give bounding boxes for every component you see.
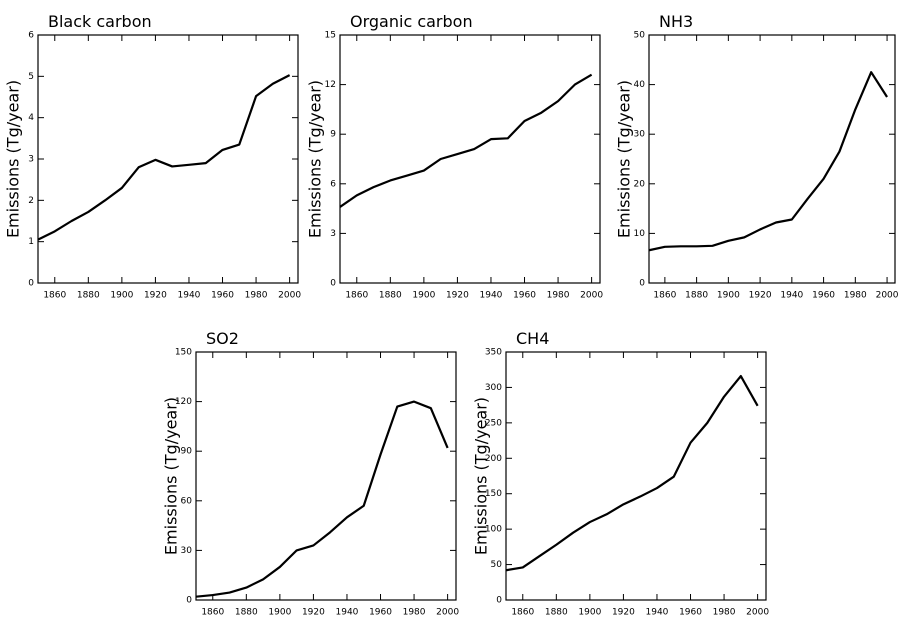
data-line: [339, 73, 593, 208]
chart-title: Organic carbon: [350, 12, 473, 31]
y-tick-label: 350: [485, 348, 502, 358]
data-line: [37, 74, 291, 241]
y-tick-label: 30: [634, 130, 646, 140]
x-tick-label: 1940: [646, 608, 669, 617]
y-tick-label: 0: [186, 596, 192, 606]
chart-title: NH3: [659, 12, 693, 31]
x-tick-label: 1920: [302, 608, 325, 617]
x-tick-label: 1920: [749, 291, 772, 301]
plot-frame: [505, 351, 767, 601]
x-tick-label: 1960: [211, 291, 234, 301]
y-tick-label: 4: [28, 113, 34, 123]
x-tick-label: 1860: [653, 291, 676, 301]
x-tick-label: 1880: [685, 291, 708, 301]
y-axis-label: Emissions (Tg/year): [615, 80, 634, 238]
x-tick-label: 1980: [844, 291, 867, 301]
y-tick-label: 150: [175, 348, 192, 358]
x-tick-label: 1900: [268, 608, 291, 617]
y-tick-label: 40: [634, 80, 646, 90]
y-tick-label: 300: [485, 383, 502, 393]
y-axis-label: Emissions (Tg/year): [306, 80, 325, 238]
x-tick-label: 1980: [713, 608, 736, 617]
data-line: [505, 374, 759, 572]
x-tick-label: 1880: [379, 291, 402, 301]
y-tick-label: 6: [28, 31, 34, 41]
x-tick-label: 1880: [77, 291, 100, 301]
y-tick-label: 50: [491, 560, 503, 570]
x-tick-label: 1880: [545, 608, 568, 617]
x-tick-label: 1940: [178, 291, 201, 301]
x-tick-label: 1940: [336, 608, 359, 617]
y-tick-label: 200: [485, 454, 502, 464]
y-axis-label: Emissions (Tg/year): [4, 80, 23, 238]
y-tick-label: 50: [634, 31, 646, 41]
x-tick-label: 1980: [245, 291, 268, 301]
y-tick-label: 0: [330, 279, 336, 289]
y-axis-label: Emissions (Tg/year): [162, 397, 181, 555]
x-tick-label: 1960: [513, 291, 536, 301]
chart-title: CH4: [516, 329, 549, 348]
x-tick-label: 1860: [511, 608, 534, 617]
x-tick-label: 1920: [144, 291, 167, 301]
x-tick-label: 1900: [578, 608, 601, 617]
x-tick-label: 1920: [612, 608, 635, 617]
y-tick-label: 6: [330, 179, 336, 189]
x-tick-label: 2000: [876, 291, 899, 301]
y-tick-label: 0: [496, 596, 502, 606]
x-tick-label: 1860: [201, 608, 224, 617]
y-tick-label: 90: [181, 447, 193, 457]
x-tick-label: 1940: [480, 291, 503, 301]
y-tick-label: 150: [485, 489, 502, 499]
x-tick-label: 2000: [580, 291, 603, 301]
x-tick-label: 1960: [369, 608, 392, 617]
y-tick-label: 12: [325, 80, 336, 90]
x-tick-label: 1880: [235, 608, 258, 617]
x-tick-label: 2000: [746, 608, 769, 617]
y-axis-label: Emissions (Tg/year): [472, 397, 491, 555]
plot-frame: [37, 34, 299, 284]
x-tick-label: 2000: [436, 608, 459, 617]
y-tick-label: 3: [330, 229, 336, 239]
x-tick-label: 1900: [412, 291, 435, 301]
y-tick-label: 9: [330, 130, 336, 140]
x-tick-label: 1920: [446, 291, 469, 301]
y-tick-label: 0: [28, 279, 34, 289]
x-tick-label: 1980: [547, 291, 570, 301]
data-line: [648, 71, 888, 252]
x-tick-label: 1860: [345, 291, 368, 301]
y-tick-label: 20: [634, 179, 646, 189]
plot-frame: [648, 34, 896, 284]
y-tick-label: 1: [28, 237, 34, 247]
x-tick-label: 1860: [43, 291, 66, 301]
y-tick-label: 0: [639, 279, 645, 289]
x-tick-label: 1900: [717, 291, 740, 301]
y-tick-label: 100: [485, 525, 502, 535]
chart-title: Black carbon: [48, 12, 152, 31]
x-tick-label: 1940: [780, 291, 803, 301]
plot-frame: [339, 34, 601, 284]
y-tick-label: 5: [28, 72, 34, 82]
chart-title: SO2: [206, 329, 239, 348]
y-tick-label: 15: [325, 31, 336, 41]
plot-frame: [195, 351, 457, 601]
y-tick-label: 30: [181, 546, 193, 556]
data-line: [195, 400, 449, 598]
x-tick-label: 1900: [110, 291, 133, 301]
y-tick-label: 3: [28, 155, 34, 165]
x-tick-label: 1960: [812, 291, 835, 301]
y-tick-label: 120: [175, 397, 192, 407]
x-tick-label: 2000: [278, 291, 301, 301]
y-tick-label: 2: [28, 196, 34, 206]
y-tick-label: 60: [181, 496, 193, 506]
y-tick-label: 250: [485, 418, 502, 428]
x-tick-label: 1980: [403, 608, 426, 617]
x-tick-label: 1960: [679, 608, 702, 617]
y-tick-label: 10: [634, 229, 646, 239]
